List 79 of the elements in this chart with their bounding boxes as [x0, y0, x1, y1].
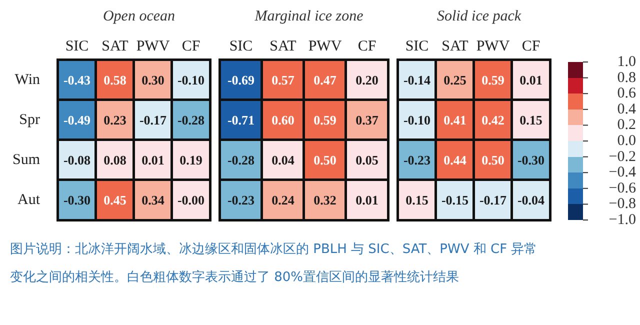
- data-label: -0.04: [517, 192, 546, 208]
- data-label: 0.41: [444, 112, 466, 128]
- color-bar-label: −0.2: [608, 148, 636, 165]
- x-tick-label: SIC: [229, 38, 253, 54]
- x-tick-label: SIC: [65, 38, 89, 54]
- x-tick-label: CF: [522, 38, 540, 54]
- chart-title: Open ocean: [102, 8, 176, 24]
- data-label: 0.23: [104, 112, 127, 128]
- data-label: 0.34: [142, 192, 165, 208]
- data-label: 0.44: [444, 152, 467, 168]
- color-bar-label: 0.8: [617, 70, 636, 86]
- data-label: -0.00: [177, 192, 205, 208]
- data-label: 0.05: [356, 152, 379, 168]
- data-label: 0.04: [272, 152, 295, 168]
- x-tick-label: SIC: [405, 38, 429, 54]
- data-label: -0.43: [63, 72, 92, 88]
- data-label: 0.59: [482, 72, 505, 88]
- data-label: -0.30: [517, 152, 545, 168]
- data-label: 0.50: [482, 152, 504, 168]
- data-label: -0.28: [227, 152, 256, 168]
- data-label: -0.49: [63, 112, 92, 128]
- data-label: -0.15: [441, 192, 470, 208]
- y-tick-label: Aut: [18, 192, 41, 208]
- x-tick-label: PWV: [136, 38, 170, 54]
- data-label: -0.23: [403, 152, 432, 168]
- data-label: 0.30: [142, 72, 164, 88]
- x-tick-label: CF: [358, 38, 376, 54]
- data-label: 0.57: [272, 72, 295, 88]
- text: 图片说明：北冰洋开阔水域、冰边缘区和固体冰区的 PBLH 与 SIC、SAT、PWV 和 CF 异常变化之间的相关性。白色粗体数字表示通过了 80%置信区间的显著性统计结果: [10, 241, 538, 287]
- data-label: 0.01: [142, 152, 164, 168]
- data-label: -0.71: [227, 112, 255, 128]
- data-label: -0.10: [177, 72, 205, 88]
- data-label: 0.20: [356, 72, 378, 88]
- y-tick-label: Spr: [19, 112, 40, 128]
- color-bar-label: −0.8: [608, 196, 636, 212]
- data-label: 0.58: [104, 72, 127, 88]
- data-label: -0.10: [403, 112, 431, 128]
- data-label: 0.45: [104, 192, 127, 208]
- data-label: 0.47: [314, 72, 337, 88]
- data-label: -0.08: [63, 152, 92, 168]
- x-tick-label: SAT: [442, 38, 468, 54]
- data-label: -0.14: [403, 72, 432, 88]
- y-tick-label: Win: [14, 72, 40, 88]
- data-label: 0.01: [356, 192, 378, 208]
- data-label: 0.59: [314, 112, 337, 128]
- data-label: 0.32: [314, 192, 336, 208]
- data-label: -0.17: [479, 192, 508, 208]
- data-label: -0.30: [63, 192, 91, 208]
- data-label: 0.37: [356, 112, 379, 128]
- x-tick-label: CF: [182, 38, 200, 54]
- data-label: -0.17: [139, 112, 168, 128]
- data-label: 0.24: [272, 192, 295, 208]
- color-bar-label: 1.0: [617, 54, 636, 70]
- y-tick-label: Sum: [12, 152, 40, 168]
- color-bar-label: 0.2: [617, 117, 636, 134]
- data-label: 0.19: [180, 152, 203, 168]
- x-tick-label: SAT: [102, 38, 128, 54]
- data-label: 0.15: [520, 112, 543, 128]
- color-bar-label: 0.4: [617, 101, 636, 118]
- x-tick-label: PWV: [476, 38, 510, 54]
- data-label: 0.50: [314, 152, 336, 168]
- chart-title: Marginal ice zone: [254, 8, 364, 24]
- x-tick-label: PWV: [308, 38, 342, 54]
- x-tick-label: SAT: [270, 38, 296, 54]
- data-label: 0.15: [406, 192, 429, 208]
- color-bar-label: 0.6: [617, 86, 636, 102]
- data-label: -0.28: [177, 112, 206, 128]
- data-label: 0.01: [520, 72, 542, 88]
- color-bar-label: −1.0: [608, 212, 636, 228]
- chart-title: Solid ice pack: [436, 8, 522, 24]
- data-label: 0.60: [272, 112, 294, 128]
- data-label: 0.08: [104, 152, 127, 168]
- data-label: -0.23: [227, 192, 256, 208]
- color-bar-label: −0.4: [608, 164, 636, 181]
- data-label: 0.42: [482, 112, 504, 128]
- data-label: -0.69: [227, 72, 256, 88]
- data-label: 0.25: [444, 72, 467, 88]
- color-bar-label: −0.6: [608, 180, 636, 196]
- color-bar-label: 0.0: [617, 133, 636, 149]
